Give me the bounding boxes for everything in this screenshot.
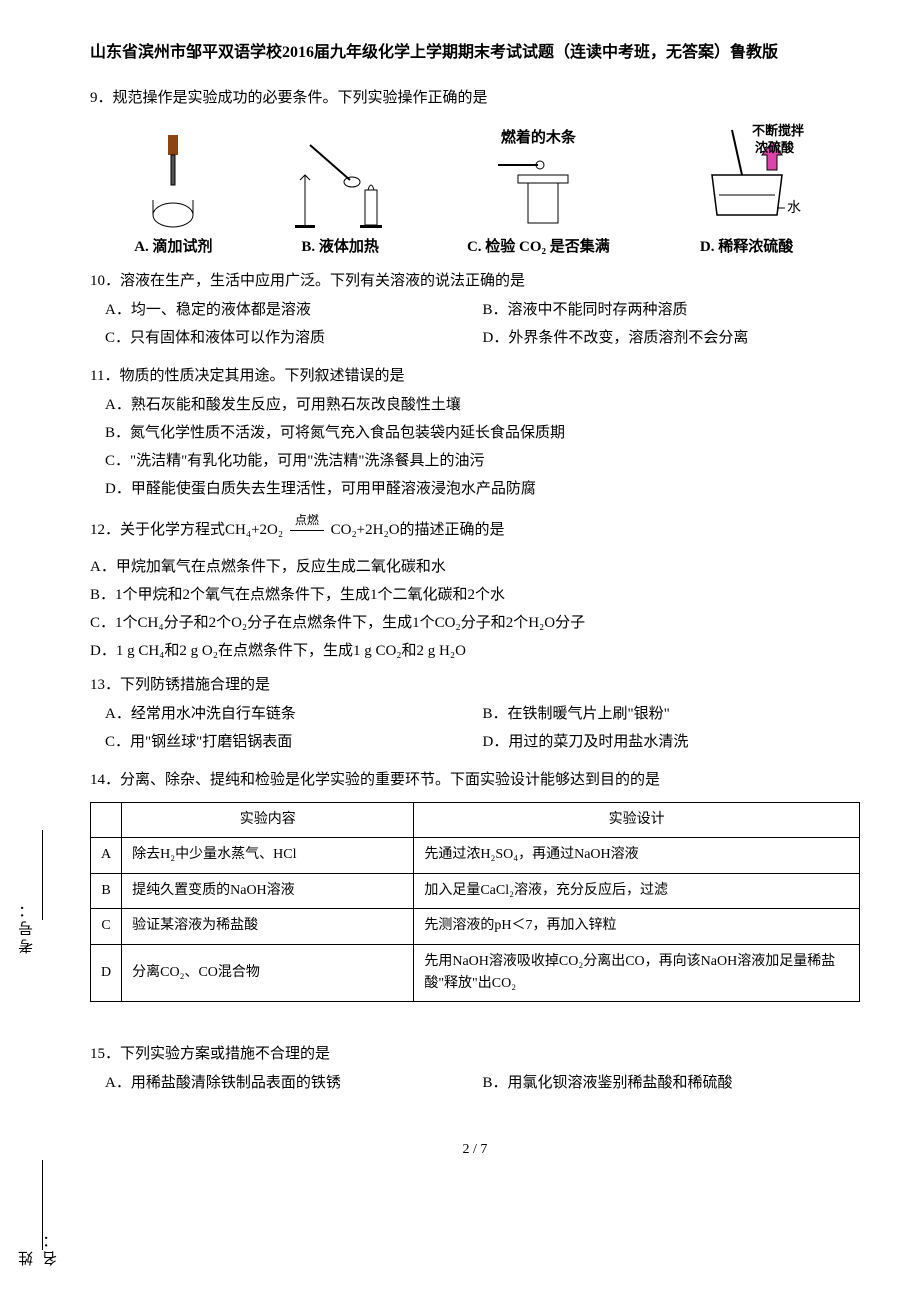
svg-text:不断搅拌: 不断搅拌 bbox=[752, 123, 804, 138]
q13-text: 13．下列防锈措施合理的是 bbox=[90, 673, 860, 697]
svg-text:水: 水 bbox=[787, 200, 801, 216]
q10-opt-c: C．只有固体和液体可以作为溶质 bbox=[105, 326, 483, 350]
q11-text: 11．物质的性质决定其用途。下列叙述错误的是 bbox=[90, 364, 860, 388]
q9-img-d: 不断搅拌 浓硫酸 水 D. 稀释浓硫酸 bbox=[677, 120, 817, 259]
q9-label-a: A. 滴加试剂 bbox=[133, 235, 213, 259]
cell-a-content: 除去H₂中少量水蒸气、HCl bbox=[122, 838, 414, 873]
page-footer: 2 / 7 bbox=[90, 1139, 860, 1161]
q9-img-c: 燃着的木条 C. 检验 CO₂ 是否集满 bbox=[467, 126, 610, 259]
q9-img-b: B. 液体加热 bbox=[280, 130, 400, 259]
th-content: 实验内容 bbox=[122, 802, 414, 837]
q13-opt-b: B．在铁制暖气片上刷"银粉" bbox=[483, 702, 861, 726]
cell-d-content: 分离CO₂、CO混合物 bbox=[122, 944, 414, 1002]
cell-d-design: 先用NaOH溶液吸收掉CO₂分离出CO，再向该NaOH溶液加足量稀盐酸"释放"出… bbox=[414, 944, 860, 1002]
co2-test-icon bbox=[478, 150, 598, 230]
q11-opt-d: D．甲醛能使蛋白质失去生理活性，可用甲醛溶液浸泡水产品防腐 bbox=[105, 477, 860, 501]
exam-number-line bbox=[42, 830, 43, 920]
cell-d: D bbox=[91, 944, 122, 1002]
q11-opt-b: B．氮气化学性质不活泼，可将氮气充入食品包装袋内延长食品保质期 bbox=[105, 421, 860, 445]
q12-opt-a: A．甲烷加氧气在点燃条件下，反应生成二氧化碳和水 bbox=[90, 555, 860, 579]
q14-text: 14．分离、除杂、提纯和检验是化学实验的重要环节。下面实验设计能够达到目的的是 bbox=[90, 768, 860, 792]
q15-opt-a: A．用稀盐酸清除铁制品表面的铁锈 bbox=[105, 1071, 483, 1095]
question-15: 15．下列实验方案或措施不合理的是 A．用稀盐酸清除铁制品表面的铁锈 B．用氯化… bbox=[90, 1042, 860, 1099]
q10-opt-b: B．溶液中不能同时存两种溶质 bbox=[483, 298, 861, 322]
question-10: 10．溶液在生产，生活中应用广泛。下列有关溶液的说法正确的是 A．均一、稳定的液… bbox=[90, 269, 860, 354]
q14-table: 实验内容 实验设计 A 除去H₂中少量水蒸气、HCl 先通过浓H₂SO₄，再通过… bbox=[90, 802, 860, 1002]
q12-opt-b: B．1个甲烷和2个氧气在点燃条件下，生成1个二氧化碳和2个水 bbox=[90, 583, 860, 607]
cell-a: A bbox=[91, 838, 122, 873]
q12-condition: 点燃 bbox=[290, 511, 324, 531]
table-header-row: 实验内容 实验设计 bbox=[91, 802, 860, 837]
cell-a-design: 先通过浓H₂SO₄，再通过NaOH溶液 bbox=[414, 838, 860, 873]
question-13: 13．下列防锈措施合理的是 A．经常用水冲洗自行车链条 B．在铁制暖气片上刷"银… bbox=[90, 673, 860, 758]
cell-b-content: 提纯久置变质的NaOH溶液 bbox=[122, 873, 414, 908]
q11-opt-a: A．熟石灰能和酸发生反应，可用熟石灰改良酸性土壤 bbox=[105, 393, 860, 417]
name-line bbox=[42, 1160, 43, 1250]
exam-number-label: 考号： bbox=[15, 900, 39, 954]
q9-label-b: B. 液体加热 bbox=[280, 235, 400, 259]
name-label: 姓名： bbox=[15, 1230, 63, 1266]
q9-c-top-text: 燃着的木条 bbox=[467, 126, 610, 150]
cell-b-design: 加入足量CaCl₂溶液，充分反应后，过滤 bbox=[414, 873, 860, 908]
cell-c-content: 验证某溶液为稀盐酸 bbox=[122, 909, 414, 944]
question-12: 12．关于化学方程式CH₄+2O₂ 点燃 CO₂+2H₂O的描述正确的是 A．甲… bbox=[90, 511, 860, 663]
q12-pre: 12．关于化学方程式CH₄+2O₂ bbox=[90, 522, 283, 538]
th-blank bbox=[91, 802, 122, 837]
dilute-acid-icon: 不断搅拌 浓硫酸 水 bbox=[677, 120, 817, 230]
table-row: A 除去H₂中少量水蒸气、HCl 先通过浓H₂SO₄，再通过NaOH溶液 bbox=[91, 838, 860, 873]
q12-text: 12．关于化学方程式CH₄+2O₂ 点燃 CO₂+2H₂O的描述正确的是 bbox=[90, 511, 860, 550]
cell-b: B bbox=[91, 873, 122, 908]
q15-text: 15．下列实验方案或措施不合理的是 bbox=[90, 1042, 860, 1066]
table-row: B 提纯久置变质的NaOH溶液 加入足量CaCl₂溶液，充分反应后，过滤 bbox=[91, 873, 860, 908]
svg-text:浓硫酸: 浓硫酸 bbox=[755, 140, 795, 155]
q9-label-c: C. 检验 CO₂ 是否集满 bbox=[467, 235, 610, 259]
q15-opt-b: B．用氯化钡溶液鉴别稀盐酸和稀硫酸 bbox=[483, 1071, 861, 1095]
q9-text: 9．规范操作是实验成功的必要条件。下列实验操作正确的是 bbox=[90, 86, 860, 110]
q10-opt-a: A．均一、稳定的液体都是溶液 bbox=[105, 298, 483, 322]
question-9: 9．规范操作是实验成功的必要条件。下列实验操作正确的是 A. 滴加试剂 bbox=[90, 86, 860, 259]
th-design: 实验设计 bbox=[414, 802, 860, 837]
q13-opt-a: A．经常用水冲洗自行车链条 bbox=[105, 702, 483, 726]
question-14: 14．分离、除杂、提纯和检验是化学实验的重要环节。下面实验设计能够达到目的的是 … bbox=[90, 768, 860, 1002]
q9-images: A. 滴加试剂 B. 液体加热 燃着的木条 C. 检 bbox=[90, 120, 860, 259]
q9-label-d: D. 稀释浓硫酸 bbox=[677, 235, 817, 259]
heating-icon bbox=[280, 130, 400, 230]
cell-c-design: 先测溶液的pH＜7，再加入锌粒 bbox=[414, 909, 860, 944]
q13-opt-c: C．用"钢丝球"打磨铝锅表面 bbox=[105, 730, 483, 754]
q10-opt-d: D．外界条件不改变，溶质溶剂不会分离 bbox=[483, 326, 861, 350]
q12-opt-c: C．1个CH₄分子和2个O₂分子在点燃条件下，生成1个CO₂分子和2个H₂O分子 bbox=[90, 611, 860, 635]
dropper-icon bbox=[133, 130, 213, 230]
question-11: 11．物质的性质决定其用途。下列叙述错误的是 A．熟石灰能和酸发生反应，可用熟石… bbox=[90, 364, 860, 501]
table-row: C 验证某溶液为稀盐酸 先测溶液的pH＜7，再加入锌粒 bbox=[91, 909, 860, 944]
cell-c: C bbox=[91, 909, 122, 944]
page-title: 山东省滨州市邹平双语学校2016届九年级化学上学期期末考试试题（连读中考班，无答… bbox=[90, 40, 860, 66]
q13-opt-d: D．用过的菜刀及时用盐水清洗 bbox=[483, 730, 861, 754]
q10-text: 10．溶液在生产，生活中应用广泛。下列有关溶液的说法正确的是 bbox=[90, 269, 860, 293]
q11-opt-c: C．"洗洁精"有乳化功能，可用"洗洁精"洗涤餐具上的油污 bbox=[105, 449, 860, 473]
table-row: D 分离CO₂、CO混合物 先用NaOH溶液吸收掉CO₂分离出CO，再向该NaO… bbox=[91, 944, 860, 1002]
q12-post: CO₂+2H₂O的描述正确的是 bbox=[331, 522, 505, 538]
q9-img-a: A. 滴加试剂 bbox=[133, 130, 213, 259]
q12-opt-d: D．1 g CH₄和2 g O₂在点燃条件下，生成1 g CO₂和2 g H₂O bbox=[90, 639, 860, 663]
